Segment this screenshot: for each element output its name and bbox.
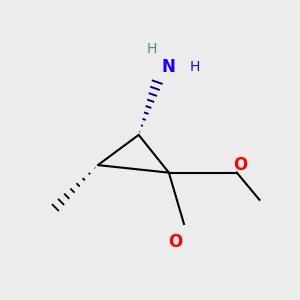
Text: O: O	[168, 233, 182, 251]
Text: H: H	[189, 60, 200, 74]
Text: O: O	[233, 156, 247, 174]
Text: N: N	[162, 58, 176, 76]
Text: H: H	[147, 42, 158, 56]
